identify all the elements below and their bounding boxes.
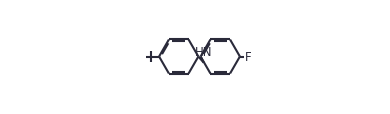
Text: F: F <box>245 51 252 63</box>
Text: HN: HN <box>195 45 213 58</box>
